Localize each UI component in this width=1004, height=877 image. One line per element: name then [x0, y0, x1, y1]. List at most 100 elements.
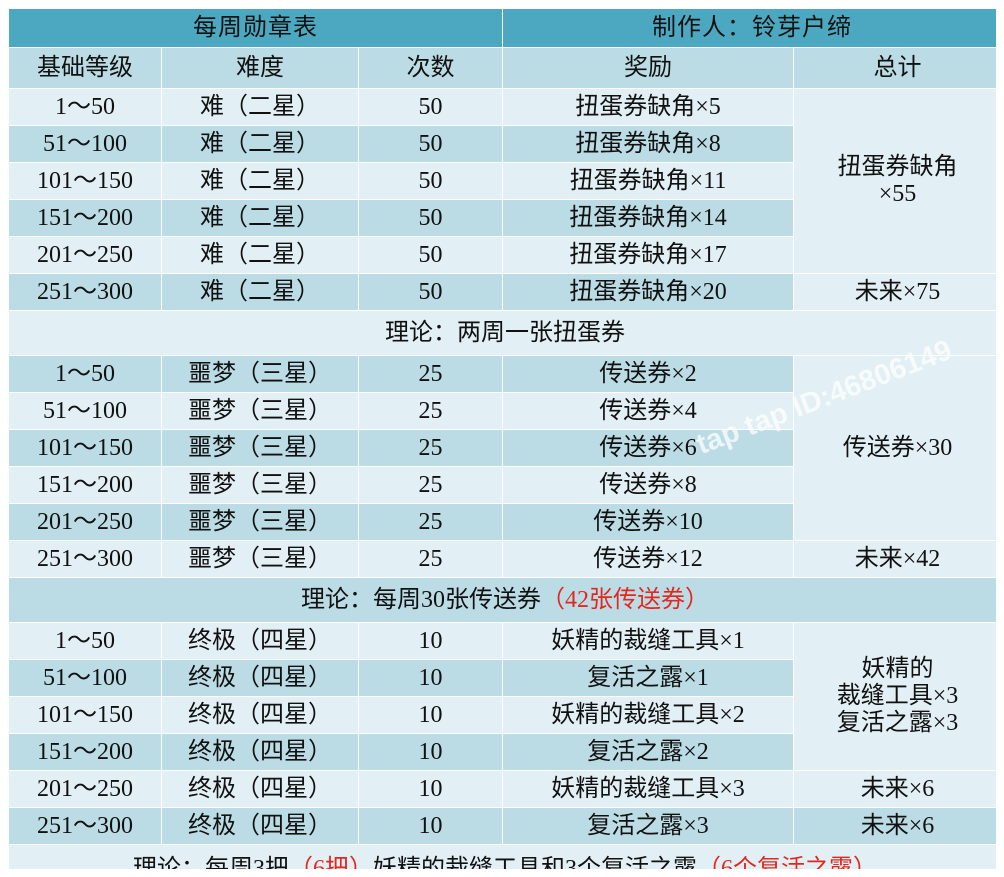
- cell-level: 201～250: [9, 771, 161, 807]
- cell-level: 51～100: [9, 126, 161, 162]
- cell-level: 151～200: [9, 734, 161, 770]
- author-credit: 制作人：铃芽户缔: [503, 9, 996, 47]
- cell-difficulty: 终极（四星）: [162, 771, 358, 807]
- cell-difficulty: 终极（四星）: [162, 734, 358, 770]
- cell-reward: 传送券×6: [503, 430, 794, 466]
- table-row: 1～50 终极（四星） 10 妖精的裁缝工具×1 妖精的 裁缝工具×3 复活之露…: [9, 623, 996, 770]
- column-header-total: 总计: [794, 48, 996, 88]
- cell-level: 201～250: [9, 237, 161, 273]
- cell-total-extra: 未来×42: [794, 541, 996, 577]
- table-row-highlight: 201～250 终极（四星） 10 妖精的裁缝工具×3 未来×6: [9, 771, 996, 807]
- cell-reward: 妖精的裁缝工具×2: [503, 697, 794, 733]
- column-header-count: 次数: [359, 48, 503, 88]
- cell-difficulty: 噩梦（三星）: [162, 504, 358, 540]
- total-line-1: 扭蛋券缺角: [837, 154, 958, 181]
- cell-count: 10: [359, 623, 503, 659]
- cell-difficulty: 噩梦（三星）: [162, 430, 358, 466]
- cell-difficulty: 终极（四星）: [162, 697, 358, 733]
- cell-total-extra: 未来×75: [794, 274, 996, 310]
- table-row: 151～200 难（二星） 50 扭蛋券缺角×14: [9, 200, 996, 236]
- table-row: 51～100 噩梦（三星） 25 传送券×4: [9, 393, 996, 429]
- table-row: 151～200 噩梦（三星） 25 传送券×8: [9, 467, 996, 503]
- cell-total-extra: 未来×6: [794, 808, 996, 844]
- cell-reward: 扭蛋券缺角×11: [503, 163, 794, 199]
- cell-level: 251～300: [9, 274, 161, 310]
- table-row: 151～200 终极（四星） 10 复活之露×2: [9, 734, 996, 770]
- cell-count: 25: [359, 356, 503, 392]
- cell-difficulty: 难（二星）: [162, 200, 358, 236]
- cell-total-merged: 扭蛋券缺角 ×55: [794, 89, 996, 273]
- cell-level: 201～250: [9, 504, 161, 540]
- cell-total-merged: 妖精的 裁缝工具×3 复活之露×3: [794, 623, 996, 770]
- final-note-highlight-2: （6个复活之露）: [697, 855, 877, 869]
- cell-difficulty: 难（二星）: [162, 126, 358, 162]
- cell-count: 25: [359, 541, 503, 577]
- cell-count: 50: [359, 89, 503, 125]
- cell-level: 151～200: [9, 200, 161, 236]
- table-row: 201～250 难（二星） 50 扭蛋券缺角×17: [9, 237, 996, 273]
- cell-reward: 扭蛋券缺角×17: [503, 237, 794, 273]
- table-row: 51～100 难（二星） 50 扭蛋券缺角×8: [9, 126, 996, 162]
- medal-table-sheet: tap tap ID:46806149 每周勋章表 制作人：铃芽户缔 基础等级 …: [8, 8, 996, 869]
- weekly-medal-table: 每周勋章表 制作人：铃芽户缔 基础等级 难度 次数 奖励 总计 1～50 难（二…: [8, 8, 996, 869]
- section-note-text: 理论：两周一张扭蛋券: [385, 319, 625, 346]
- note-row: 理论：两周一张扭蛋券: [9, 311, 996, 355]
- cell-difficulty: 噩梦（三星）: [162, 393, 358, 429]
- table-row: 1～50 噩梦（三星） 25 传送券×2 传送券×30: [9, 356, 996, 540]
- cell-reward: 复活之露×2: [503, 734, 794, 770]
- cell-difficulty: 终极（四星）: [162, 808, 358, 844]
- cell-count: 50: [359, 126, 503, 162]
- cell-count: 50: [359, 274, 503, 310]
- cell-level: 1～50: [9, 89, 161, 125]
- cell-count: 25: [359, 393, 503, 429]
- cell-level: 51～100: [9, 393, 161, 429]
- cell-total-merged: 传送券×30: [794, 356, 996, 540]
- cell-difficulty: 难（二星）: [162, 89, 358, 125]
- section-note: 理论：两周一张扭蛋券: [9, 311, 996, 355]
- table-row-highlight: 251～300 噩梦（三星） 25 传送券×12 未来×42: [9, 541, 996, 577]
- column-header-level: 基础等级: [9, 48, 161, 88]
- table-row-highlight: 251～300 终极（四星） 10 复活之露×3 未来×6: [9, 808, 996, 844]
- cell-count: 25: [359, 504, 503, 540]
- cell-reward: 传送券×2: [503, 356, 794, 392]
- total-line-2: 裁缝工具×3: [836, 683, 959, 710]
- cell-level: 251～300: [9, 808, 161, 844]
- cell-reward: 扭蛋券缺角×20: [503, 274, 794, 310]
- cell-count: 10: [359, 734, 503, 770]
- cell-difficulty: 噩梦（三星）: [162, 356, 358, 392]
- table-row: 101～150 终极（四星） 10 妖精的裁缝工具×2: [9, 697, 996, 733]
- cell-difficulty: 难（二星）: [162, 163, 358, 199]
- cell-reward: 扭蛋券缺角×8: [503, 126, 794, 162]
- page-title: 每周勋章表: [9, 9, 503, 47]
- note-row: 理论：每周30张传送券（42张传送券）: [9, 578, 996, 622]
- cell-level: 1～50: [9, 356, 161, 392]
- cell-reward: 传送券×10: [503, 504, 794, 540]
- total-line-3: 复活之露×3: [836, 709, 959, 736]
- column-header-reward: 奖励: [503, 48, 794, 88]
- cell-level: 101～150: [9, 430, 161, 466]
- cell-level: 151～200: [9, 467, 161, 503]
- total-line-1: 传送券×30: [842, 434, 953, 461]
- cell-difficulty: 终极（四星）: [162, 660, 358, 696]
- cell-reward: 传送券×4: [503, 393, 794, 429]
- cell-reward: 复活之露×3: [503, 808, 794, 844]
- cell-count: 50: [359, 163, 503, 199]
- cell-difficulty: 噩梦（三星）: [162, 541, 358, 577]
- title-row: 每周勋章表 制作人：铃芽户缔: [9, 9, 996, 47]
- cell-reward: 扭蛋券缺角×14: [503, 200, 794, 236]
- cell-difficulty: 噩梦（三星）: [162, 467, 358, 503]
- table-row: 51～100 终极（四星） 10 复活之露×1: [9, 660, 996, 696]
- table-row: 1～50 难（二星） 50 扭蛋券缺角×5 扭蛋券缺角 ×55: [9, 89, 996, 273]
- table-row: 101～150 难（二星） 50 扭蛋券缺角×11: [9, 163, 996, 199]
- cell-count: 10: [359, 697, 503, 733]
- cell-level: 101～150: [9, 697, 161, 733]
- total-line-2: ×55: [878, 181, 917, 207]
- note-row: 理论：每周3把（6把）妖精的裁缝工具和3个复活之露（6个复活之露）: [9, 845, 996, 869]
- cell-level: 51～100: [9, 660, 161, 696]
- cell-count: 10: [359, 808, 503, 844]
- cell-difficulty: 难（二星）: [162, 274, 358, 310]
- table-row: 101～150 噩梦（三星） 25 传送券×6: [9, 430, 996, 466]
- cell-reward: 复活之露×1: [503, 660, 794, 696]
- final-note-highlight-1: （6把）: [289, 855, 373, 869]
- cell-count: 10: [359, 771, 503, 807]
